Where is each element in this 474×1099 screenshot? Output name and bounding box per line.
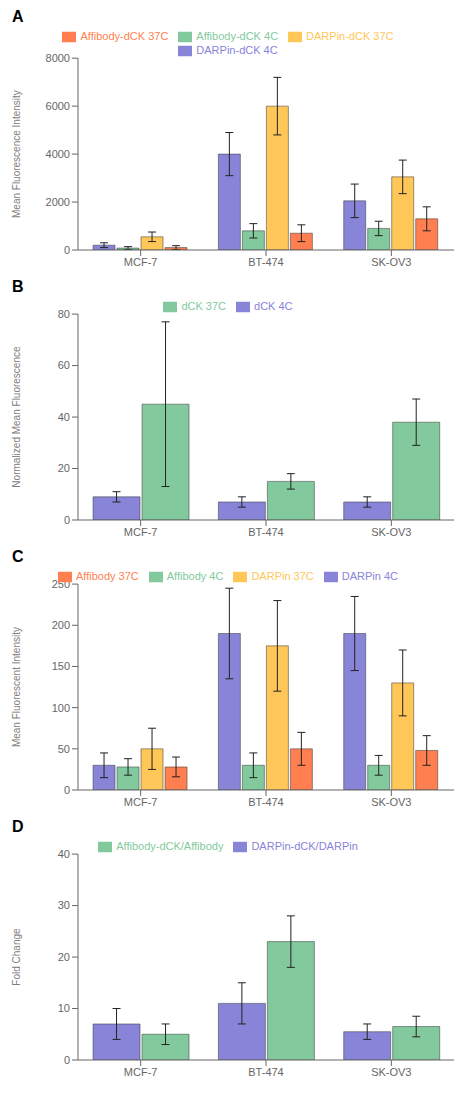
html-text:D: D — [12, 818, 24, 835]
svg-text:Normalized Mean Fluorescence: Normalized Mean Fluorescence — [11, 346, 22, 488]
svg-text:20: 20 — [58, 951, 70, 963]
html-text:B: B — [12, 278, 24, 295]
svg-text:50: 50 — [58, 743, 70, 755]
svg-text:BT-474: BT-474 — [248, 796, 283, 808]
html-text:dCK 4C: dCK 4C — [254, 300, 293, 312]
svg-text:40: 40 — [58, 848, 70, 860]
svg-text:200: 200 — [52, 619, 70, 631]
svg-text:150: 150 — [52, 660, 70, 672]
html-text:DARPin 37C: DARPin 37C — [251, 570, 314, 582]
svg-text:SK-OV3: SK-OV3 — [371, 526, 411, 538]
svg-text:100: 100 — [52, 702, 70, 714]
svg-text:8000: 8000 — [46, 52, 70, 64]
html-text:A: A — [12, 8, 24, 25]
svg-text:250: 250 — [52, 578, 70, 590]
svg-text:30: 30 — [58, 899, 70, 911]
svg-text:Fold Change: Fold Change — [11, 928, 22, 986]
svg-text:MCF-7: MCF-7 — [124, 796, 158, 808]
html-text:dCK 37C: dCK 37C — [181, 300, 226, 312]
svg-text:40: 40 — [58, 411, 70, 423]
html-text:Affibody 37C: Affibody 37C — [76, 570, 139, 582]
svg-text:Mean Fluorescent Intensity: Mean Fluorescent Intensity — [11, 627, 22, 747]
html-text:Affibody 4C: Affibody 4C — [166, 570, 224, 582]
svg-text:2000: 2000 — [46, 196, 70, 208]
html-text:C: C — [12, 548, 24, 565]
svg-text:0: 0 — [64, 514, 70, 526]
svg-text:MCF-7: MCF-7 — [124, 256, 158, 268]
html-text:DARPin-dCK/DARPin: DARPin-dCK/DARPin — [251, 840, 358, 852]
svg-text:SK-OV3: SK-OV3 — [371, 796, 411, 808]
html-text:DARPin-dCK 37C: DARPin-dCK 37C — [306, 30, 394, 42]
svg-text:BT-474: BT-474 — [248, 526, 283, 538]
svg-text:BT-474: BT-474 — [248, 256, 283, 268]
svg-text:0: 0 — [64, 784, 70, 796]
svg-text:0: 0 — [64, 244, 70, 256]
svg-text:SK-OV3: SK-OV3 — [371, 256, 411, 268]
html-text:Affibody-dCK 37C: Affibody-dCK 37C — [80, 30, 169, 42]
svg-text:BT-474: BT-474 — [248, 1066, 283, 1078]
html-text:Affibody-dCK/Affibody: Affibody-dCK/Affibody — [116, 840, 224, 852]
svg-text:SK-OV3: SK-OV3 — [371, 1066, 411, 1078]
html-text:DARPin 4C: DARPin 4C — [341, 570, 398, 582]
svg-text:4000: 4000 — [46, 148, 70, 160]
svg-text:Mean Fluorescence Intensity: Mean Fluorescence Intensity — [11, 90, 22, 218]
html-text:Affibody-dCK 4C: Affibody-dCK 4C — [196, 30, 279, 42]
svg-text:0: 0 — [64, 1054, 70, 1066]
svg-text:MCF-7: MCF-7 — [124, 1066, 158, 1078]
svg-text:6000: 6000 — [46, 100, 70, 112]
html-text:DARPin-dCK 4C: DARPin-dCK 4C — [196, 44, 278, 57]
svg-text:60: 60 — [58, 359, 70, 371]
svg-text:20: 20 — [58, 462, 70, 474]
svg-text:MCF-7: MCF-7 — [124, 526, 158, 538]
svg-text:10: 10 — [58, 1002, 70, 1014]
svg-text:80: 80 — [58, 308, 70, 320]
